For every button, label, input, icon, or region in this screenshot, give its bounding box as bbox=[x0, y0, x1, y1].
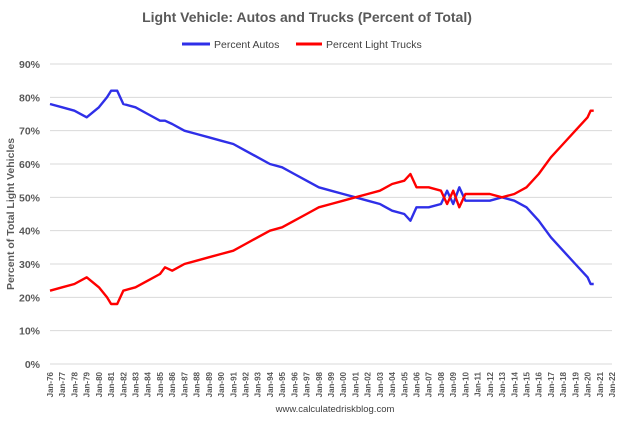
x-tick-label: Jan-95 bbox=[278, 371, 287, 397]
y-tick-label: 50% bbox=[19, 192, 41, 204]
x-tick-label: Jan-83 bbox=[132, 371, 141, 397]
legend-trucks-label: Percent Light Trucks bbox=[326, 39, 422, 51]
series-lines bbox=[49, 89, 594, 306]
y-tick-label: 60% bbox=[19, 159, 41, 171]
legend-autos-label: Percent Autos bbox=[214, 39, 279, 51]
x-tick-label: Jan-04 bbox=[388, 371, 397, 397]
x-tick-label: Jan-79 bbox=[83, 371, 92, 397]
legend: Percent Autos Percent Light Trucks bbox=[182, 39, 422, 51]
x-tick-label: Jan-80 bbox=[95, 371, 104, 397]
y-tick-label: 80% bbox=[19, 92, 41, 104]
source-text: www.calculatedriskblog.com bbox=[275, 404, 395, 415]
x-tick-label: Jan-22 bbox=[608, 371, 617, 397]
x-tick-label: Jan-17 bbox=[547, 371, 556, 397]
x-tick-label: Jan-21 bbox=[596, 371, 605, 397]
x-tick-label: Jan-08 bbox=[437, 371, 446, 397]
chart-title: Light Vehicle: Autos and Trucks (Percent… bbox=[142, 9, 472, 25]
x-tick-label: Jan-19 bbox=[571, 371, 580, 397]
x-tick-label: Jan-90 bbox=[217, 371, 226, 397]
x-tick-label: Jan-11 bbox=[474, 371, 483, 396]
x-tick-label: Jan-00 bbox=[339, 371, 348, 397]
x-tick-label: Jan-01 bbox=[351, 371, 360, 397]
x-tick-label: Jan-10 bbox=[461, 371, 470, 397]
x-tick-label: Jan-96 bbox=[290, 371, 299, 397]
x-tick-label: Jan-87 bbox=[180, 371, 189, 397]
x-tick-label: Jan-15 bbox=[522, 371, 531, 397]
x-tick-label: Jan-89 bbox=[205, 371, 214, 397]
gridlines bbox=[50, 63, 612, 365]
y-tick-label: 70% bbox=[19, 126, 41, 138]
y-tick-label: 40% bbox=[19, 226, 41, 238]
x-tick-label: Jan-85 bbox=[156, 371, 165, 397]
x-tick-label: Jan-77 bbox=[58, 371, 67, 397]
x-tick-label: Jan-78 bbox=[70, 371, 79, 397]
x-tick-label: Jan-09 bbox=[449, 371, 458, 397]
y-tick-label: 0% bbox=[25, 359, 41, 371]
x-tick-label: Jan-93 bbox=[254, 371, 263, 397]
y-tick-label: 90% bbox=[19, 59, 41, 71]
x-tick-label: Jan-84 bbox=[144, 371, 153, 397]
x-tick-label: Jan-98 bbox=[315, 371, 324, 397]
x-axis-ticks: Jan-76 Jan-77 Jan-78 Jan-79 Jan-80 Jan-81 Jan-… bbox=[46, 371, 617, 397]
y-axis-ticks: 0% 10% 20% 30% 40% 50% 60% 70% 80% 90% bbox=[19, 59, 41, 371]
x-tick-label: Jan-99 bbox=[327, 371, 336, 397]
x-tick-label: Jan-94 bbox=[266, 371, 275, 397]
y-axis-label: Percent of Total Light Vehicles bbox=[5, 138, 17, 290]
x-tick-label: Jan-12 bbox=[486, 371, 495, 397]
x-tick-label: Jan-13 bbox=[498, 371, 507, 397]
x-tick-label: Jan-06 bbox=[413, 371, 422, 397]
series-line-light-trucks bbox=[49, 109, 594, 306]
x-tick-label: Jan-02 bbox=[364, 371, 373, 397]
y-tick-label: 10% bbox=[19, 326, 41, 338]
x-tick-label: Jan-92 bbox=[241, 371, 250, 397]
x-tick-label: Jan-05 bbox=[400, 371, 409, 397]
y-tick-label: 20% bbox=[19, 292, 41, 304]
y-tick-label: 30% bbox=[19, 259, 41, 271]
x-tick-label: Jan-82 bbox=[119, 371, 128, 397]
x-tick-label: Jan-76 bbox=[46, 371, 55, 397]
x-tick-label: Jan-18 bbox=[559, 371, 568, 397]
x-tick-label: Jan-88 bbox=[193, 371, 202, 397]
series-line-autos bbox=[49, 89, 594, 286]
x-tick-label: Jan-14 bbox=[510, 371, 519, 397]
x-tick-label: Jan-91 bbox=[229, 371, 238, 397]
x-tick-label: Jan-03 bbox=[376, 371, 385, 397]
x-tick-label: Jan-16 bbox=[535, 371, 544, 397]
x-tick-label: Jan-20 bbox=[584, 371, 593, 397]
x-tick-label: Jan-86 bbox=[168, 371, 177, 397]
x-tick-label: Jan-81 bbox=[107, 371, 116, 397]
x-tick-label: Jan-07 bbox=[425, 371, 434, 397]
x-tick-label: Jan-97 bbox=[303, 371, 312, 397]
